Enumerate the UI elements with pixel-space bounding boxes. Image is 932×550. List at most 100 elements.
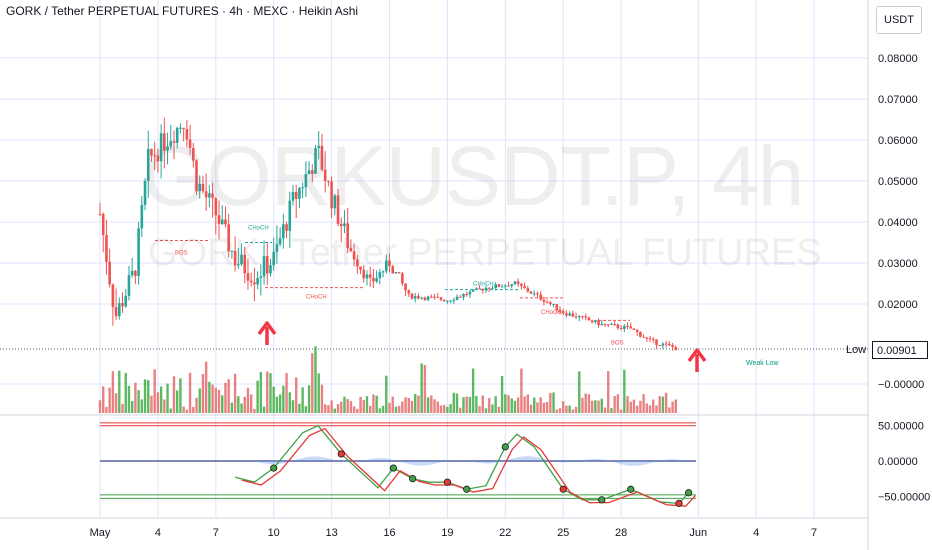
volume-bar [645, 403, 649, 413]
candle-body [491, 288, 494, 290]
candle-body [195, 160, 198, 192]
volume-bar [629, 401, 632, 413]
candle-body [619, 328, 623, 330]
candle-body [211, 193, 214, 199]
candle-body [384, 260, 388, 272]
volume-bar [159, 386, 163, 413]
price-tick-label: 0.08000 [878, 53, 918, 65]
volume-bar [381, 405, 385, 413]
candle-body [201, 183, 205, 192]
candle-body [391, 266, 395, 274]
candle-body [301, 187, 304, 189]
candle-body [314, 148, 317, 174]
volume-bar [237, 396, 240, 413]
volume-bar [230, 402, 234, 413]
candle-body [500, 286, 504, 288]
volume-bar [150, 395, 153, 413]
volume-bar [372, 394, 375, 413]
currency-button[interactable]: USDT [876, 6, 922, 34]
volume-bar [652, 399, 655, 413]
candle-body [188, 139, 192, 149]
candle-body [439, 297, 443, 300]
candle-body [169, 141, 173, 147]
candle-body [330, 181, 333, 209]
volume-bar [417, 395, 420, 413]
candle-body [494, 284, 497, 289]
volume-bar [603, 407, 607, 413]
candle-body [368, 274, 372, 278]
candle-body [288, 200, 292, 231]
candle-body [552, 303, 555, 305]
volume-bar [243, 396, 246, 413]
candle-body [658, 345, 661, 347]
candle-body [217, 215, 221, 224]
candle-body [282, 224, 285, 239]
volume-bar [388, 402, 391, 413]
volume-bar [462, 397, 465, 413]
candle-body [674, 347, 678, 351]
volume-bar [632, 399, 636, 413]
volume-bar [217, 389, 221, 413]
volume-bar [227, 379, 230, 413]
volume-bar [198, 388, 201, 413]
low-label: Low [846, 344, 867, 356]
volume-bar [449, 404, 452, 413]
volume-bar [510, 398, 513, 413]
volume-bar [465, 396, 468, 413]
volume-bar [124, 372, 127, 413]
bos-label: BOS [611, 340, 624, 346]
candle-body [565, 313, 568, 316]
candle-body [594, 320, 597, 323]
volume-bar [330, 400, 333, 413]
candle-body [487, 287, 491, 289]
candle-body [606, 324, 610, 326]
volume-bar [536, 402, 539, 413]
volume-bar [323, 404, 327, 413]
choch-label: CHoCH [248, 226, 269, 232]
volume-bar [143, 379, 147, 413]
candle-body [182, 127, 185, 130]
volume-bar [278, 394, 282, 413]
volume-bar [320, 384, 324, 413]
volume-bar [471, 368, 475, 413]
candle-body [127, 275, 131, 296]
candle-body [114, 307, 118, 317]
volume-bar [253, 408, 256, 413]
candle-body [359, 266, 362, 270]
volume-bar [359, 396, 362, 413]
candle-body [465, 294, 468, 296]
volume-bar [442, 405, 446, 413]
candle-body [626, 325, 629, 327]
candle-body [362, 269, 366, 279]
volume-bar [642, 394, 645, 413]
volume-bar [98, 400, 102, 413]
candle-body [265, 256, 269, 274]
candle-body [484, 287, 488, 291]
volume-bar [352, 406, 356, 413]
cross-marker [270, 464, 278, 472]
candle-body [243, 254, 247, 274]
candle-body [446, 300, 449, 302]
candle-body [397, 272, 401, 274]
candle-body [555, 303, 559, 310]
candle-body [558, 309, 562, 312]
volume-bar [346, 398, 349, 413]
volume-bar [304, 406, 308, 413]
candle-body [175, 127, 179, 143]
volume-bar [295, 377, 298, 413]
volume-bar [369, 405, 372, 413]
candle-body [616, 324, 620, 329]
candle-body [320, 145, 324, 170]
candle-body [220, 219, 224, 224]
time-tick-label: May [90, 527, 111, 539]
candle-body [230, 251, 234, 253]
time-tick-label: 4 [155, 527, 161, 539]
volume-bar [140, 399, 144, 413]
candle-body [307, 170, 311, 175]
volume-bar [436, 401, 439, 413]
candle-body [539, 294, 542, 300]
volume-bar [581, 397, 584, 413]
volume-bar [394, 406, 398, 413]
candle-body [590, 320, 594, 323]
